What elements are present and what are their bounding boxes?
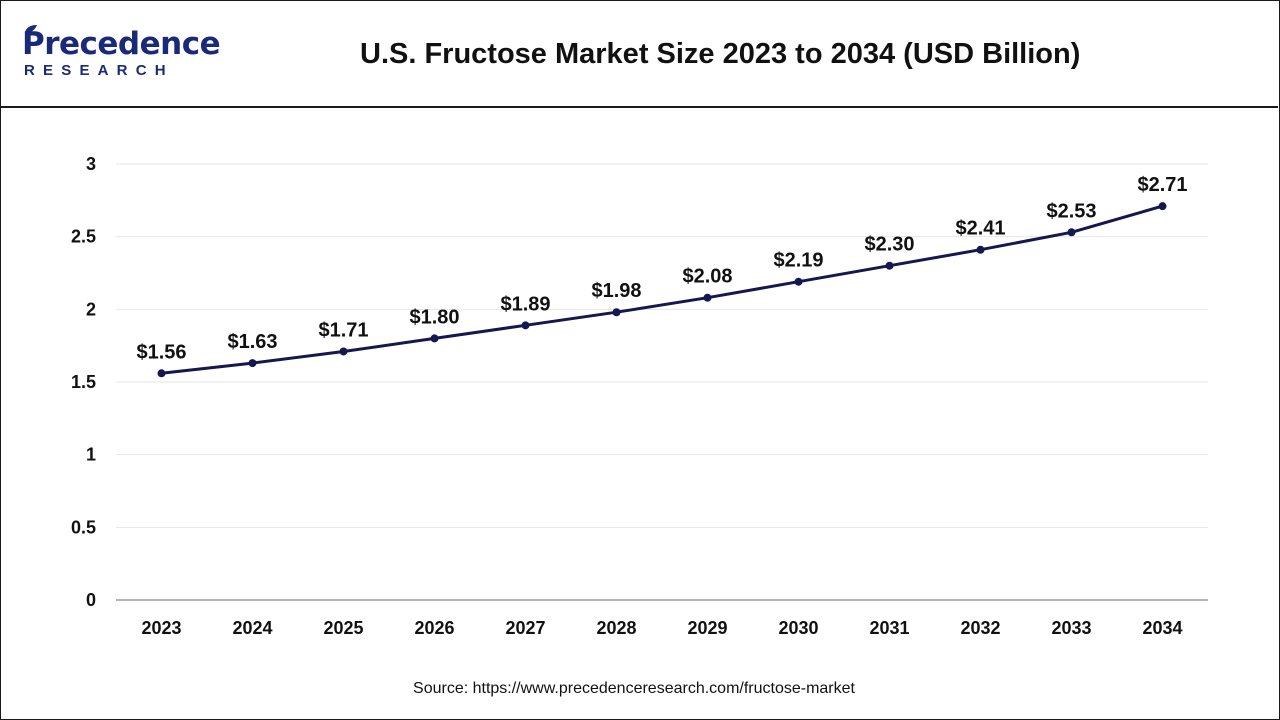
brand-subtitle: RESEARCH (24, 62, 174, 79)
data-label: $1.63 (227, 331, 277, 353)
x-tick-label: 2029 (687, 618, 727, 638)
source-note: Source: https://www.precedenceresearch.c… (413, 680, 855, 697)
chart-title: U.S. Fructose Market Size 2023 to 2034 (… (360, 38, 1081, 70)
data-point (430, 334, 439, 343)
y-tick-label: 2.5 (71, 227, 96, 247)
data-point (248, 359, 257, 368)
data-label: $2.41 (955, 218, 1005, 240)
x-tick-label: 2031 (869, 618, 909, 638)
x-tick-label: 2026 (414, 618, 454, 638)
y-tick-label: 0 (86, 590, 96, 610)
data-label: $2.71 (1137, 174, 1187, 196)
y-tick-label: 0.5 (71, 517, 96, 537)
x-tick-label: 2034 (1142, 618, 1182, 638)
data-point (339, 347, 348, 356)
x-tick-label: 2025 (323, 618, 363, 638)
leaf-icon (25, 25, 37, 33)
series-line-group (161, 204, 1163, 375)
y-tick-label: 1 (86, 445, 96, 465)
data-label: $2.53 (1046, 200, 1096, 222)
data-points (157, 202, 1167, 378)
header: Precedence RESEARCH U.S. Fructose Market… (0, 0, 1278, 108)
data-point (976, 245, 985, 254)
x-tick-label: 2033 (1051, 618, 1091, 638)
y-tick-label: 1.5 (71, 372, 96, 392)
data-label: $1.56 (136, 341, 186, 363)
series-line (161, 204, 1163, 375)
brand-name: Precedence (22, 26, 221, 62)
data-point (1067, 228, 1076, 237)
data-point (157, 369, 166, 378)
x-tick-label: 2024 (232, 618, 272, 638)
data-point (703, 293, 712, 302)
x-tick-label: 2027 (505, 618, 545, 638)
data-label: $1.98 (591, 280, 641, 302)
x-tick-label: 2030 (778, 618, 818, 638)
x-tick-label: 2023 (141, 618, 181, 638)
data-label: $1.89 (500, 293, 550, 315)
data-point (885, 261, 894, 270)
x-tick-label: 2032 (960, 618, 1000, 638)
data-label: $2.30 (864, 234, 914, 256)
data-labels: $1.56 $1.63 $1.71 $1.80 $1.89 $1.98 $2.08 $2.19… (136, 174, 1187, 363)
y-tick-label: 3 (86, 154, 96, 174)
data-label: $2.08 (682, 266, 732, 288)
data-label: $2.19 (773, 250, 823, 272)
y-tick-label: 2 (86, 299, 96, 319)
grid-lines (116, 163, 1208, 528)
brand-logo: Precedence RESEARCH (22, 25, 222, 82)
line-chart: 00.511.522.53 2023 2024 2025 2026 2027 2028 20… (71, 154, 1208, 638)
data-point (794, 277, 803, 286)
data-point (1158, 202, 1167, 211)
y-axis: 0 0.5 1 1.5 2 2.5 3 (71, 154, 96, 610)
x-axis: 2023 2024 2025 2026 2027 2028 2029 2030 2031 2032… (116, 599, 1208, 638)
data-point (521, 321, 530, 330)
x-tick-label: 2028 (596, 618, 636, 638)
data-label: $1.80 (409, 306, 459, 328)
data-label: $1.71 (318, 319, 368, 341)
data-point (612, 308, 621, 317)
